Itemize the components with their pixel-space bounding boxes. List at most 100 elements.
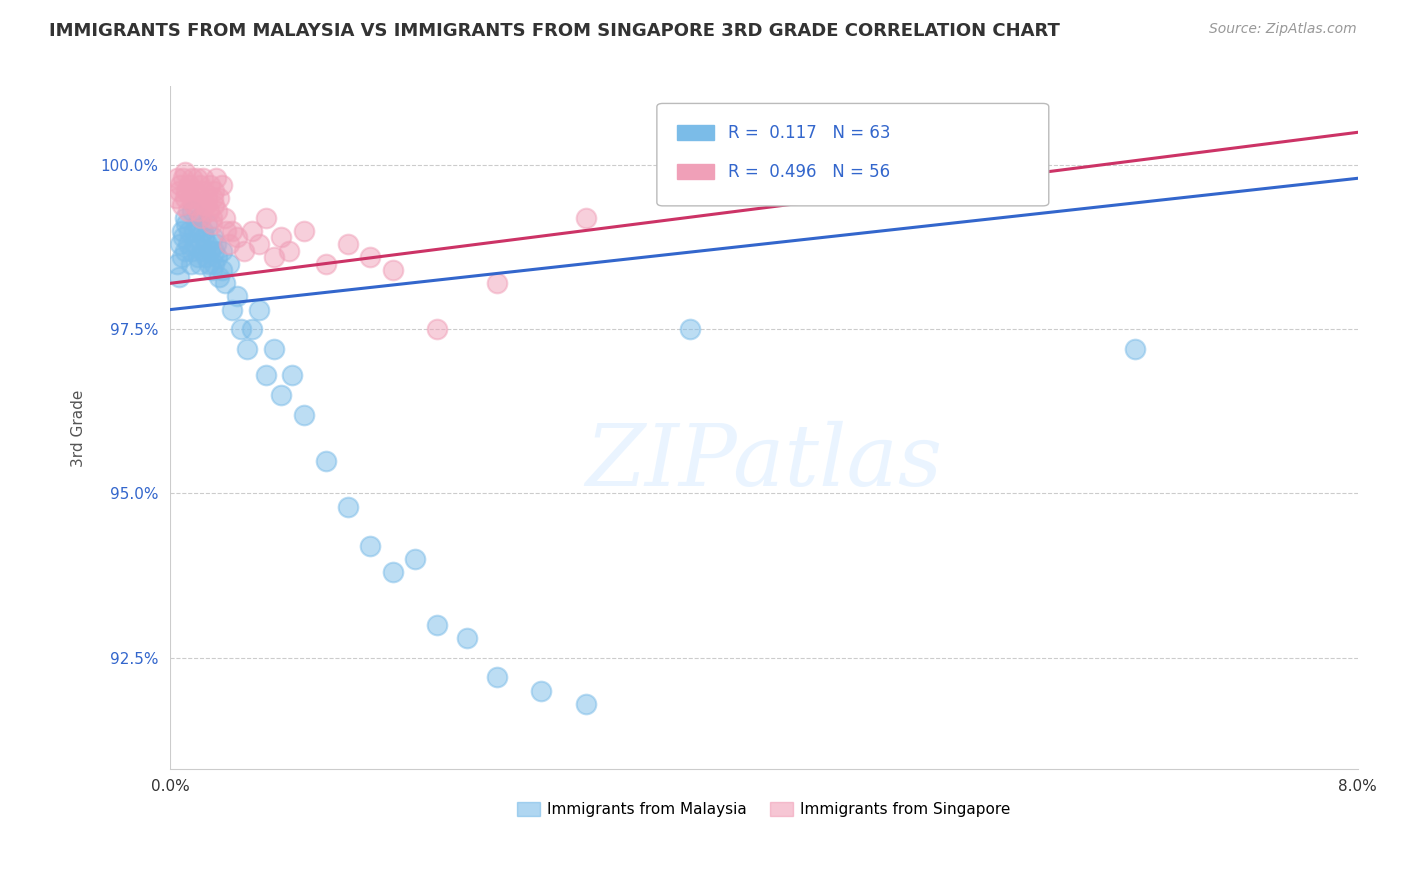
Point	[359, 250, 381, 264]
Point	[167, 185, 190, 199]
Point	[195, 191, 218, 205]
Point	[187, 250, 209, 264]
Point	[172, 230, 194, 244]
Point	[575, 211, 598, 225]
Point	[315, 453, 337, 467]
Point	[181, 244, 204, 258]
Point	[191, 224, 214, 238]
Text: R =  0.496   N = 56: R = 0.496 N = 56	[728, 162, 890, 181]
Point	[575, 697, 598, 711]
Point	[201, 191, 224, 205]
Point	[188, 257, 211, 271]
Point	[200, 217, 222, 231]
Point	[211, 178, 233, 192]
Point	[254, 368, 277, 383]
Point	[173, 244, 195, 258]
Point	[207, 250, 229, 264]
Point	[381, 263, 404, 277]
Text: ZIPatlas: ZIPatlas	[585, 421, 942, 503]
Point	[381, 566, 404, 580]
Point	[530, 683, 553, 698]
Point	[204, 257, 226, 271]
Point	[193, 230, 215, 244]
Point	[207, 204, 229, 219]
Point	[179, 224, 201, 238]
Point	[172, 171, 194, 186]
Point	[167, 269, 190, 284]
Point	[292, 224, 315, 238]
Point	[240, 322, 263, 336]
Point	[188, 191, 211, 205]
Point	[181, 204, 204, 219]
Point	[211, 263, 233, 277]
Point	[218, 257, 240, 271]
Point	[204, 244, 226, 258]
Point	[166, 257, 188, 271]
Point	[187, 204, 209, 219]
Point	[184, 237, 207, 252]
Point	[205, 237, 228, 252]
Point	[197, 257, 219, 271]
Point	[174, 185, 197, 199]
Point	[247, 237, 270, 252]
Point	[211, 244, 233, 258]
Point	[280, 368, 302, 383]
Point	[247, 302, 270, 317]
Point	[205, 171, 228, 186]
Point	[193, 197, 215, 211]
Point	[186, 171, 208, 186]
Point	[315, 257, 337, 271]
Point	[195, 237, 218, 252]
Point	[270, 230, 292, 244]
Point	[456, 631, 478, 645]
Point	[337, 237, 360, 252]
Point	[214, 211, 236, 225]
Point	[191, 244, 214, 258]
Point	[204, 197, 226, 211]
Point	[221, 302, 243, 317]
Point	[173, 165, 195, 179]
Point	[208, 191, 231, 205]
Bar	[678, 125, 714, 140]
Point	[1123, 342, 1146, 356]
Point	[263, 250, 285, 264]
Point	[169, 237, 191, 252]
Point	[191, 171, 214, 186]
Point	[180, 257, 202, 271]
Point	[190, 211, 212, 225]
Point	[221, 224, 243, 238]
Point	[190, 237, 212, 252]
Point	[174, 217, 197, 231]
FancyBboxPatch shape	[657, 103, 1049, 206]
Point	[183, 224, 205, 238]
Point	[170, 250, 193, 264]
Y-axis label: 3rd Grade: 3rd Grade	[72, 389, 86, 467]
Point	[292, 408, 315, 422]
Text: R =  0.117   N = 63: R = 0.117 N = 63	[728, 124, 890, 142]
Point	[240, 224, 263, 238]
Point	[191, 185, 214, 199]
Point	[198, 244, 221, 258]
Point	[194, 197, 217, 211]
Point	[198, 178, 221, 192]
Point	[170, 197, 193, 211]
Point	[186, 217, 208, 231]
Point	[184, 185, 207, 199]
Point	[337, 500, 360, 514]
Point	[170, 224, 193, 238]
Point	[177, 204, 200, 219]
Point	[188, 178, 211, 192]
Point	[183, 197, 205, 211]
Bar	[678, 164, 714, 179]
Point	[180, 191, 202, 205]
Text: IMMIGRANTS FROM MALAYSIA VS IMMIGRANTS FROM SINGAPORE 3RD GRADE CORRELATION CHAR: IMMIGRANTS FROM MALAYSIA VS IMMIGRANTS F…	[49, 22, 1060, 40]
Point	[197, 204, 219, 219]
Point	[201, 230, 224, 244]
Point	[233, 244, 256, 258]
Point	[204, 185, 226, 199]
Point	[188, 211, 211, 225]
Point	[485, 277, 508, 291]
Point	[179, 178, 201, 192]
Point	[195, 217, 218, 231]
Point	[254, 211, 277, 225]
